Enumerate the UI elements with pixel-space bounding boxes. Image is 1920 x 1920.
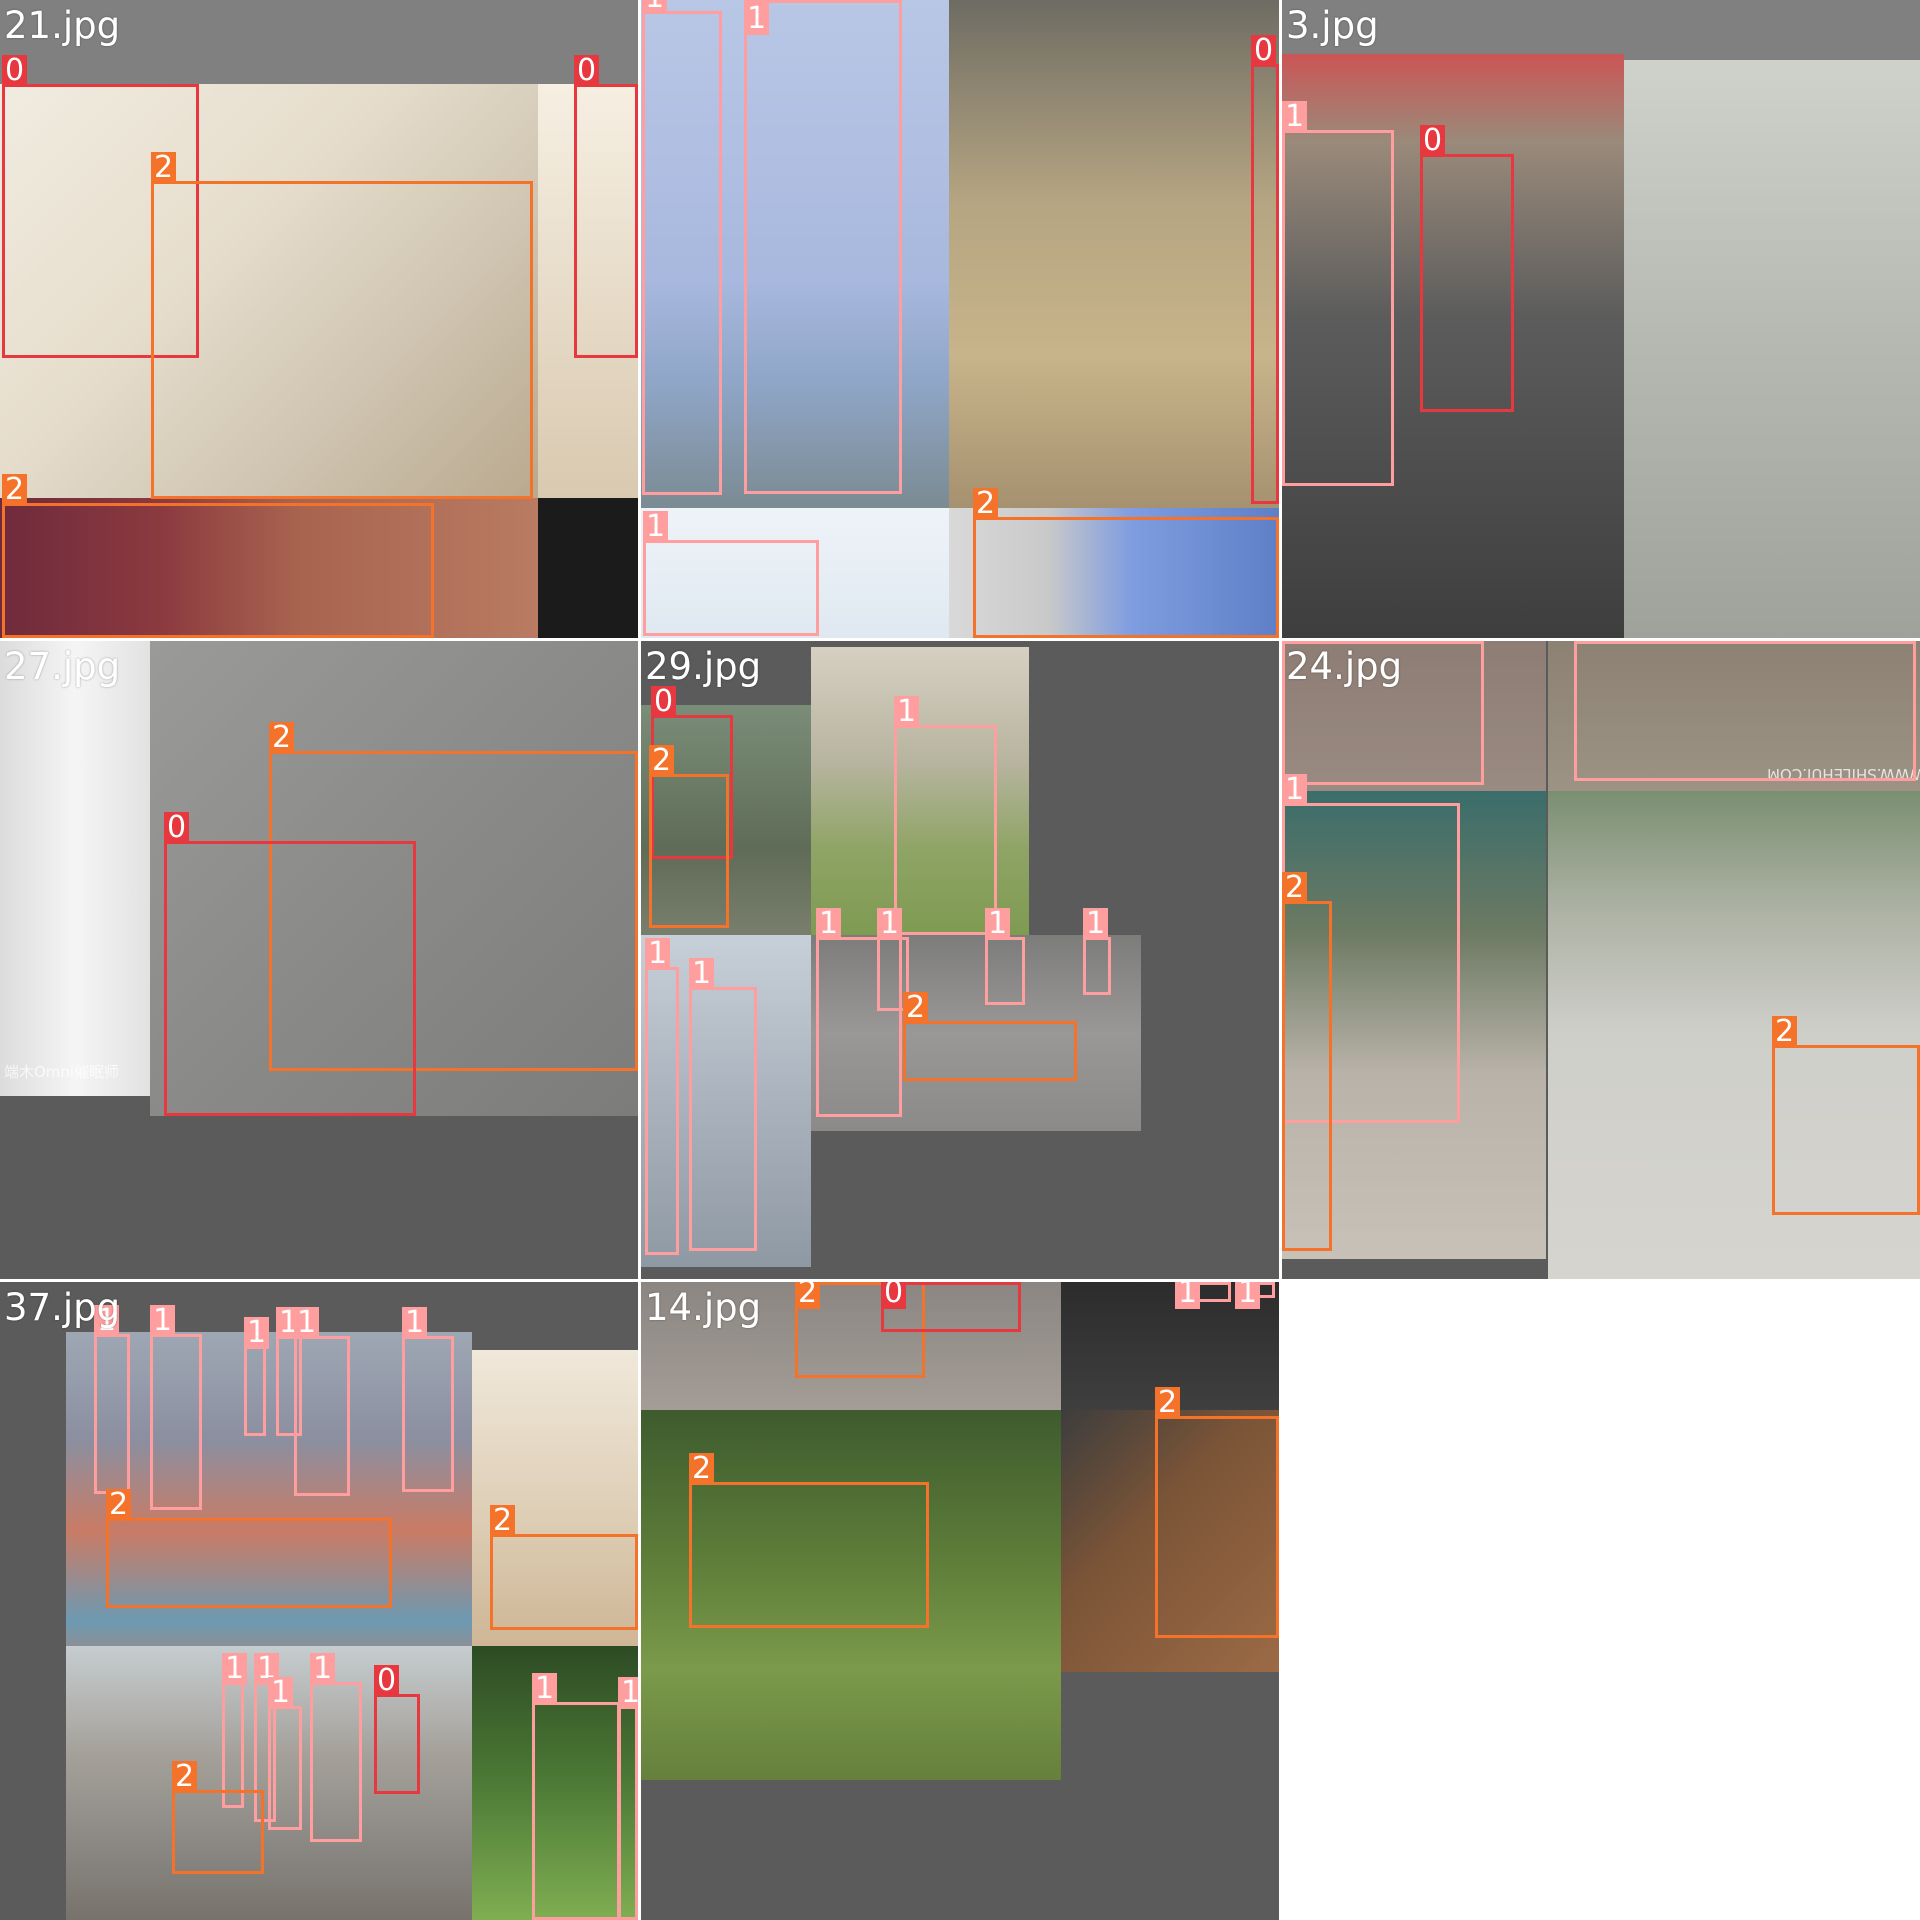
bbox-class-1: 1 <box>877 908 909 1011</box>
bbox-class-1: 1 <box>294 1307 350 1496</box>
mosaic-tile-21-extension: 1 1 0 1 2 <box>641 0 1279 638</box>
tile-filename: 27.jpg <box>4 645 121 688</box>
grid-separator <box>0 638 1920 641</box>
photo-couple-cliff <box>641 935 811 1267</box>
bbox-class-2: 2 <box>269 722 638 1071</box>
bbox-class-1: 1 <box>1282 641 1484 785</box>
photo-fallen-man-carpet <box>0 84 538 498</box>
photo-shoes-steps <box>641 1282 1061 1410</box>
bbox-class-1: 1 <box>254 1653 280 1822</box>
bbox-class-2: 2 <box>151 152 533 499</box>
photo-feet-closeup-right <box>1548 641 1920 791</box>
bbox-class-1: 1 <box>643 511 819 636</box>
tile-filename: 14.jpg <box>645 1286 762 1329</box>
photo-road-closeup <box>1624 60 1920 638</box>
bbox-class-2: 2 <box>649 745 729 928</box>
bbox-class-0: 0 <box>1420 125 1514 412</box>
bbox-class-1: 1 <box>985 908 1025 1005</box>
photo-man-bending <box>1282 791 1546 1259</box>
photo-woman-sky <box>641 508 949 638</box>
bbox-class-2: 2 <box>172 1761 264 1874</box>
photo-street-cyclist <box>1282 54 1624 638</box>
mosaic-tile-24: WWW.SHILEHUI.COM 24.jpg 1 1 1 2 2 <box>1282 641 1920 1279</box>
bbox-class-1: 1 <box>894 696 997 935</box>
mosaic-tile-27: 端木Omni催眠师 27.jpg 2 0 <box>0 641 638 1279</box>
bbox-class-0: 0 <box>2 55 199 358</box>
mosaic-tile-21: 21.jpg 0 0 2 2 <box>0 0 638 638</box>
mosaic-tile-37: 37.jpg 1 1 1 1 1 1 2 2 1 1 1 1 0 2 1 1 <box>0 1282 638 1920</box>
grid-separator <box>0 1279 1920 1282</box>
bbox-class-2: 2 <box>903 992 1077 1081</box>
photo-dark-corner <box>538 498 638 638</box>
photo-man-under-tree <box>1548 791 1920 1279</box>
photo-woman-floor <box>1061 1410 1279 1672</box>
watermark: 端木Omni催眠师 <box>4 1063 120 1081</box>
bbox-class-1: 1 <box>1083 908 1111 995</box>
bbox-class-1: 1 <box>150 1305 202 1510</box>
photo-elderly-couple-beach <box>641 0 949 508</box>
grid-separator <box>638 0 641 1920</box>
bbox-class-0: 0 <box>1251 35 1279 504</box>
bbox-class-1: 1 <box>402 1307 454 1492</box>
bbox-class-2: 2 <box>106 1489 392 1608</box>
bbox-class-1: 1 <box>744 0 902 494</box>
mosaic-tile-14: 14.jpg 2 0 1 1 2 2 <box>641 1282 1279 1920</box>
photo-fallen-man-pavement <box>150 641 638 1116</box>
bbox-class-0: 0 <box>164 812 416 1116</box>
bbox-class-1: 1 <box>618 1677 638 1920</box>
photo-man-field <box>811 647 1029 935</box>
tile-filename: 3.jpg <box>1286 4 1379 47</box>
bbox-class-1: 1 <box>244 1317 270 1436</box>
photo-woman-kneeling-right <box>538 84 638 498</box>
grid-separator <box>1279 0 1282 1920</box>
bbox-class-1: 1 <box>1282 101 1394 486</box>
photo-crowd-fallen <box>811 935 1141 1131</box>
bbox-class-1: 1 <box>1235 1282 1275 1309</box>
bbox-class-1: 1 <box>645 938 679 1255</box>
bbox-class-1: 1 <box>689 958 757 1251</box>
bbox-class-1: 1 <box>816 908 902 1117</box>
photo-woman-stairs <box>0 498 538 638</box>
bbox-class-2: 2 <box>1772 1016 1920 1215</box>
bbox-class-2: 2 <box>490 1505 638 1630</box>
bbox-class-1: 1 <box>268 1677 302 1830</box>
bbox-class-0: 0 <box>374 1665 420 1794</box>
bbox-class-1: 1 <box>532 1673 620 1920</box>
tile-filename: 37.jpg <box>4 1286 121 1329</box>
bbox-class-0: 0 <box>574 55 638 358</box>
bbox-class-0: 0 <box>651 686 733 859</box>
photo-feet-closeup-left <box>1282 641 1546 791</box>
bbox-class-1: 1 <box>642 0 722 495</box>
photo-man-lying-blanket <box>949 508 1279 638</box>
bbox-class-2: 2 <box>689 1453 929 1628</box>
bbox-class-0: 0 <box>881 1282 1021 1332</box>
mosaic-tile-3: 3.jpg 1 0 <box>1282 0 1920 638</box>
mosaic-tile-29: 29.jpg 0 2 1 1 1 1 1 1 1 2 <box>641 641 1279 1279</box>
bbox-class-2: 2 <box>973 488 1279 638</box>
bbox-class-2: 2 <box>1155 1387 1279 1638</box>
bbox-class-1: 1 <box>1175 1282 1231 1309</box>
bbox-class-1: 1 <box>1574 641 1916 781</box>
bbox-class-1: 1 <box>94 1305 130 1494</box>
photo-curtain-room <box>0 641 150 1096</box>
tile-filename: 21.jpg <box>4 4 121 47</box>
bbox-class-2: 2 <box>2 474 434 638</box>
bbox-class-1: 1 <box>310 1653 362 1842</box>
tile-filename: 29.jpg <box>645 645 762 688</box>
photo-park-bench <box>949 0 1279 508</box>
bbox-class-2: 2 <box>1282 872 1332 1251</box>
bbox-class-1: 1 <box>222 1653 248 1808</box>
tile-filename: 24.jpg <box>1286 645 1403 688</box>
